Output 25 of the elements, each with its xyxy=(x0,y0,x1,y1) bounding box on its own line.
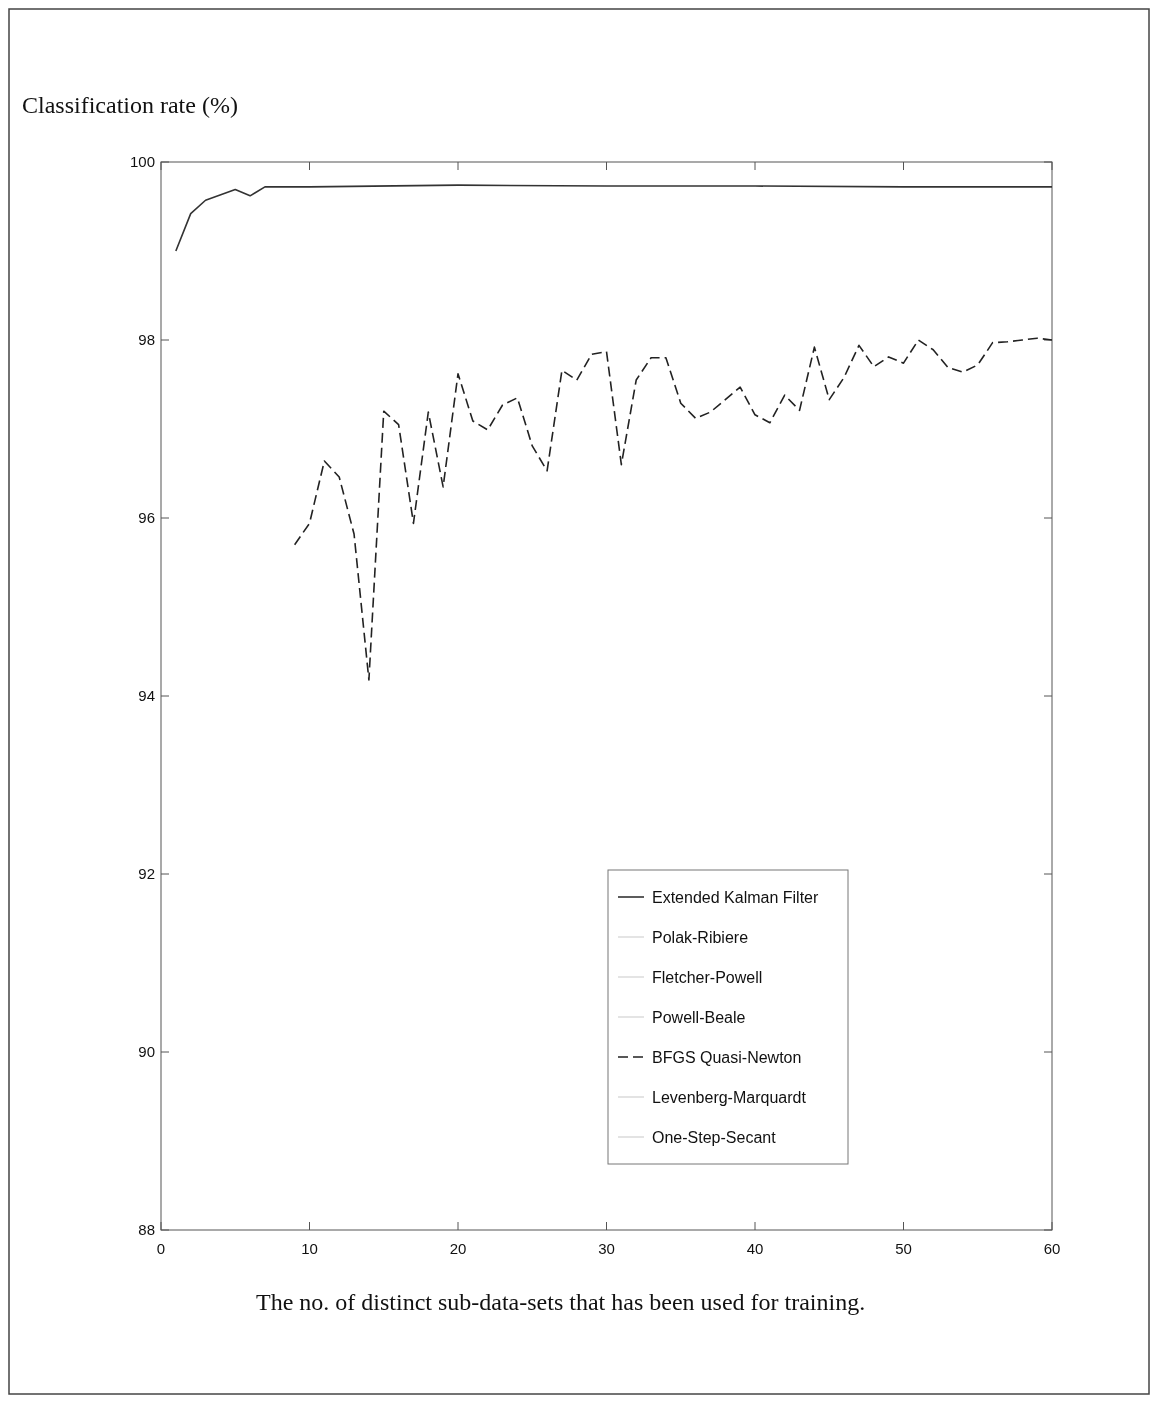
x-tick-label: 30 xyxy=(598,1240,615,1257)
y-tick-label: 88 xyxy=(138,1221,155,1238)
y-tick-label: 92 xyxy=(138,865,155,882)
y-tick-label: 90 xyxy=(138,1043,155,1060)
line-series xyxy=(175,184,1053,252)
line-series xyxy=(293,337,1053,681)
x-tick-label: 40 xyxy=(746,1240,764,1257)
y-tick-label: 100 xyxy=(129,153,155,170)
legend-label: Polak-Ribiere xyxy=(652,929,749,946)
x-axis-title: The no. of distinct sub-data-sets that has been used for training. xyxy=(256,1289,866,1315)
legend-label: Extended Kalman Filter xyxy=(652,889,819,906)
chart-title: Classification rate (%) xyxy=(22,92,238,118)
legend-label: Levenberg-Marquardt xyxy=(652,1089,807,1106)
x-tick-label: 0 xyxy=(156,1240,166,1257)
legend-label: BFGS Quasi-Newton xyxy=(652,1049,802,1066)
x-tick-label: 10 xyxy=(301,1240,318,1257)
x-tick-label: 60 xyxy=(1043,1240,1061,1257)
y-tick-label: 98 xyxy=(138,331,155,348)
x-tick-label: 50 xyxy=(895,1240,912,1257)
y-tick-label: 94 xyxy=(138,687,155,704)
legend-label: Fletcher-Powell xyxy=(652,969,763,986)
legend-label: One-Step-Secant xyxy=(652,1129,777,1146)
y-tick-label: 96 xyxy=(138,509,155,526)
legend-label: Powell-Beale xyxy=(652,1009,746,1026)
x-tick-label: 20 xyxy=(449,1240,467,1257)
